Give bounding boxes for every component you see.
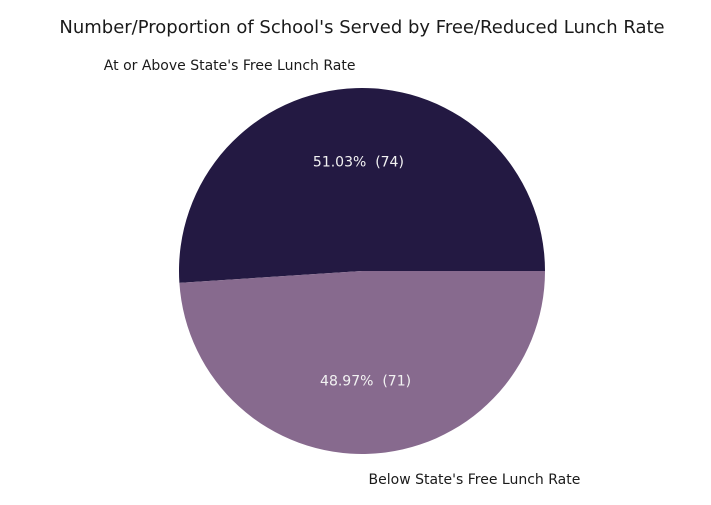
pie-slice-2-value-label: 48.97% (71) <box>320 374 411 390</box>
pie-slice-1 <box>179 88 545 283</box>
pie-slice-1-category-label: At or Above State's Free Lunch Rate <box>104 58 356 74</box>
pie-slices <box>179 88 546 455</box>
pie-slice-2 <box>179 271 546 455</box>
chart-title: Number/Proportion of School's Served by … <box>59 17 664 38</box>
pie-labels: 51.03% (74) At or Above State's Free Lunc… <box>104 58 581 488</box>
pie-slice-1-value-label: 51.03% (74) <box>313 154 404 170</box>
pie-slice-2-category-label: Below State's Free Lunch Rate <box>369 472 581 488</box>
